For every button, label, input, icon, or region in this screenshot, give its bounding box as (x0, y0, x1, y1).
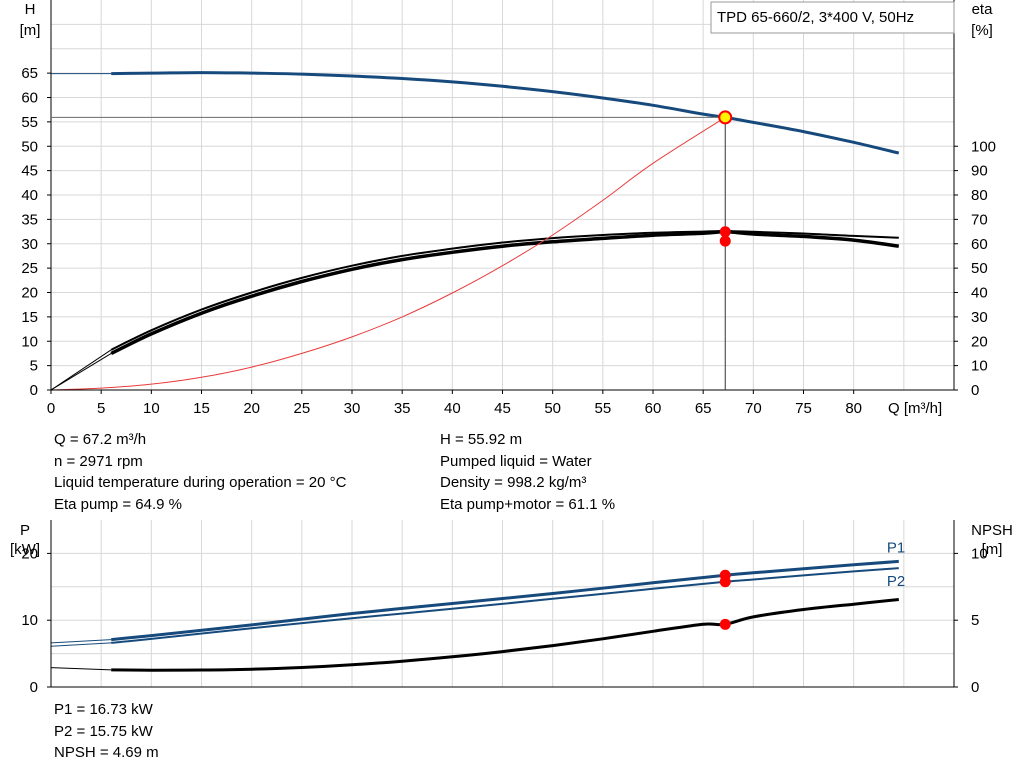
npsh-point (719, 618, 731, 630)
eta-tick-label: 10 (971, 358, 988, 375)
eta-total-line (110, 230, 899, 351)
eta-tick-label: 100 (971, 138, 996, 155)
info-density: Density = 998.2 kg/m³ (440, 474, 587, 491)
h-axis-label: H (25, 1, 36, 18)
npsh-axis-unit: [m] (982, 541, 1003, 558)
NPSH-line (111, 598, 899, 672)
h-tick-label: 25 (21, 260, 38, 277)
x-tick-label: 35 (394, 400, 411, 417)
power-chart-grid (51, 520, 954, 687)
x-tick-label: 5 (97, 400, 105, 417)
eta-pump-point (719, 226, 731, 238)
x-tick-label: 15 (193, 400, 210, 417)
P1-line (111, 559, 899, 642)
x-tick-label: 65 (695, 400, 712, 417)
h-tick-label: 40 (21, 187, 38, 204)
eta-total-extension-line (50, 349, 112, 391)
npsh-tick-label: 0 (971, 679, 979, 696)
eta-tick-label: 30 (971, 309, 988, 326)
x-tick-label: 60 (645, 400, 662, 417)
p-axis-unit: [kW] (10, 541, 40, 558)
p-tick-label: 0 (30, 679, 38, 696)
duty-point-marker (718, 110, 733, 125)
x-tick-label: 80 (845, 400, 862, 417)
info-liquid-temperature: Liquid temperature during operation = 20… (54, 474, 347, 491)
p2-point (719, 576, 731, 588)
p-tick-label: 10 (21, 612, 38, 629)
x-tick-label: 50 (544, 400, 561, 417)
eta-tick-label: 0 (971, 382, 979, 399)
h-tick-label: 5 (30, 358, 38, 375)
p-tick-label: 20 (21, 545, 38, 562)
title-box-text: TPD 65-660/2, 3*400 V, 50Hz (717, 9, 914, 26)
operating-points (51, 110, 733, 630)
eta-tick-label: 70 (971, 211, 988, 228)
eta-tick-label: 60 (971, 236, 988, 253)
eta-total-point (719, 235, 731, 247)
eta-pump-line (110, 230, 900, 355)
h-tick-label: 10 (21, 333, 38, 350)
h-tick-label: 45 (21, 163, 38, 180)
x-tick-label: 25 (293, 400, 310, 417)
eta-tick-label: 90 (971, 163, 988, 180)
x-tick-label: 55 (594, 400, 611, 417)
npsh-tick-label: 5 (971, 612, 979, 629)
info-p1: P1 = 16.73 kW (54, 701, 153, 718)
x-tick-label: 0 (47, 400, 55, 417)
eta-axis-unit: [%] (971, 22, 993, 39)
P2-line (111, 567, 899, 644)
info-power: P1 = 16.73 kW P2 = 15.75 kW NPSH = 4.69 … (54, 699, 159, 764)
npsh-axis-label: NPSH (971, 522, 1013, 539)
info-npsh: NPSH = 4.69 m (54, 744, 159, 761)
info-p2: P2 = 15.75 kW (54, 722, 153, 740)
chart-axes (47, 0, 958, 688)
NPSH-extension-line (50, 667, 112, 671)
head-line (111, 71, 900, 155)
info-speed: n = 2971 rpm (54, 452, 143, 470)
info-pumped-liquid: Pumped liquid = Water (440, 452, 592, 470)
p-axis-label: P (20, 522, 30, 539)
info-eta-pump-motor: Eta pump+motor = 61.1 % (440, 495, 616, 513)
P1-series-label: P1 (887, 539, 905, 556)
h-tick-label: 35 (21, 211, 38, 228)
eta-tick-label: 50 (971, 260, 988, 277)
x-tick-label: 75 (795, 400, 812, 417)
main-chart-series (50, 71, 900, 391)
eta-axis-label: eta (972, 1, 994, 18)
x-tick-label: 45 (494, 400, 511, 417)
q-axis-label: Q [m³/h] (888, 400, 942, 417)
h-tick-label: 0 (30, 382, 38, 399)
power-chart-series: P1 P2 (50, 539, 905, 672)
info-main-left: Q = 67.2 m³/h n = 2971 rpm Liquid temper… (54, 429, 346, 515)
x-tick-label: 20 (243, 400, 260, 417)
h-tick-label: 20 (21, 285, 38, 302)
npsh-tick-label: 10 (971, 545, 988, 562)
x-tick-label: 70 (745, 400, 762, 417)
P1-extension-line (50, 639, 112, 644)
h-tick-label: 55 (21, 114, 38, 131)
h-tick-label: 30 (21, 236, 38, 253)
info-eta-pump: Eta pump = 64.9 % (54, 495, 182, 513)
x-tick-label: 40 (444, 400, 461, 417)
system-curve-line (50, 116, 726, 391)
eta-tick-label: 80 (971, 187, 988, 204)
P2-extension-line (50, 642, 112, 647)
h-tick-label: 15 (21, 309, 38, 326)
h-axis-unit: [m] (20, 22, 41, 39)
eta-tick-label: 40 (971, 285, 988, 302)
info-flow: Q = 67.2 m³/h (54, 431, 147, 448)
info-main-right: H = 55.92 m Pumped liquid = Water Densit… (440, 429, 615, 515)
h-tick-label: 50 (21, 138, 38, 155)
x-tick-label: 30 (344, 400, 361, 417)
chart-tick-labels: 0 5 10 15 20 25 30 35 40 45 50 55 60 65 70 75 8005101520… (21, 65, 996, 696)
h-tick-label: 60 (21, 90, 38, 107)
title-box (710, 1, 955, 34)
h-tick-label: 65 (21, 65, 38, 82)
P2-series-label: P2 (887, 573, 905, 590)
main-chart-grid (51, 0, 954, 390)
x-tick-label: 10 (143, 400, 160, 417)
info-head: H = 55.92 m (440, 431, 523, 448)
eta-tick-label: 20 (971, 333, 988, 350)
